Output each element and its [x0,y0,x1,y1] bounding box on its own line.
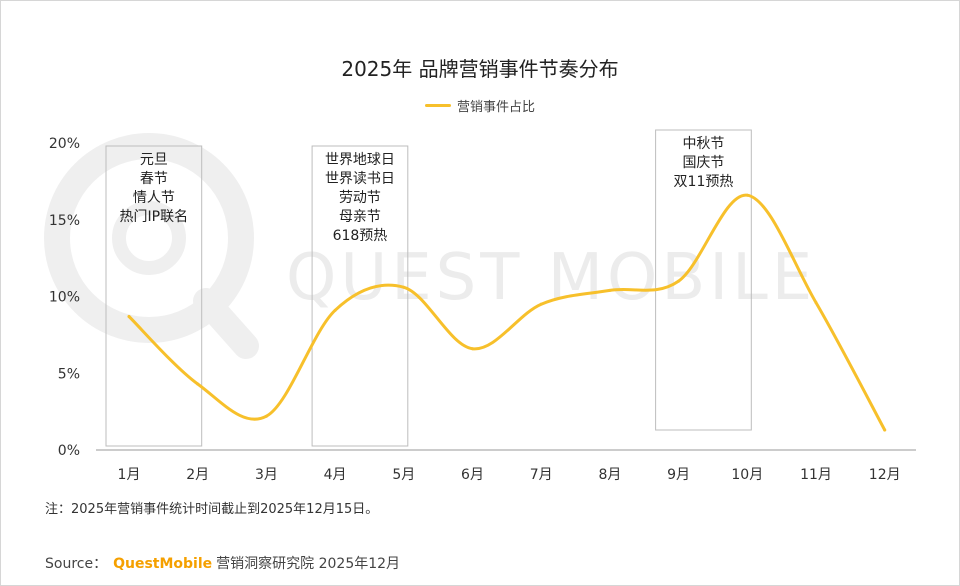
event-label: 世界读书日 [325,170,395,187]
y-tick-label: 5% [58,366,80,382]
x-tick-label: 11月 [800,467,832,483]
event-label: 世界地球日 [325,152,395,168]
event-label: 中秋节 [682,136,724,152]
event-annotation-box [655,129,752,431]
data-point [745,193,749,197]
data-point [471,347,474,351]
data-point [814,301,818,305]
event-label: 劳动节 [339,190,381,206]
event-label: 母亲节 [339,209,381,225]
legend: 营销事件占比 [1,96,959,115]
source-brand: QuestMobile [113,556,213,572]
data-point [883,428,887,432]
x-tick-label: 10月 [731,467,763,483]
event-label: 情人节 [133,190,175,206]
x-tick-label: 6月 [461,467,484,483]
x-tick-label: 12月 [869,467,901,483]
event-label: 双11预热 [674,174,734,190]
x-tick-label: 3月 [255,467,278,483]
event-label: 618预热 [333,228,388,244]
data-point [333,308,337,312]
x-tick-label: 1月 [118,467,141,483]
x-tick-label: 2月 [186,467,209,483]
legend-label: 营销事件占比 [456,100,535,115]
y-tick-label: 0% [58,443,80,459]
x-tick-label: 9月 [667,467,690,483]
legend-swatch [424,104,451,107]
data-point [677,279,681,283]
source-line: Source ： QuestMobile 营销洞察研究院 2025年12月 [45,553,400,573]
x-tick-label: 5月 [392,467,415,483]
event-label: 春节 [140,171,168,187]
y-tick-label: 10% [49,290,80,306]
watermark-text: QUEST MOBILE [286,241,816,315]
footnote: 注：2025年营销事件统计时间截止到2025年12月15日。 [45,502,379,517]
y-tick-label: 15% [49,213,80,229]
event-label: 热门IP联名 [120,209,189,225]
data-point [402,285,406,289]
data-point [539,302,543,306]
x-tick-label: 8月 [598,467,621,483]
y-tick-label: 20% [49,136,80,152]
event-annotation-box [311,145,409,447]
event-annotation-box [105,145,203,447]
data-point [127,314,131,318]
chart-title: 2025年 品牌营销事件节奏分布 [341,57,619,81]
data-point [196,382,200,386]
data-point [608,288,612,292]
event-label: 国庆节 [682,155,724,171]
event-label: 元旦 [140,152,168,168]
source-org: 营销洞察研究院 2025年12月 [216,556,401,572]
x-tick-label: 4月 [324,467,347,483]
source-label: Source [45,556,94,572]
x-tick-label: 7月 [530,467,553,483]
source-separator: ： [93,556,108,572]
data-point [264,414,268,418]
